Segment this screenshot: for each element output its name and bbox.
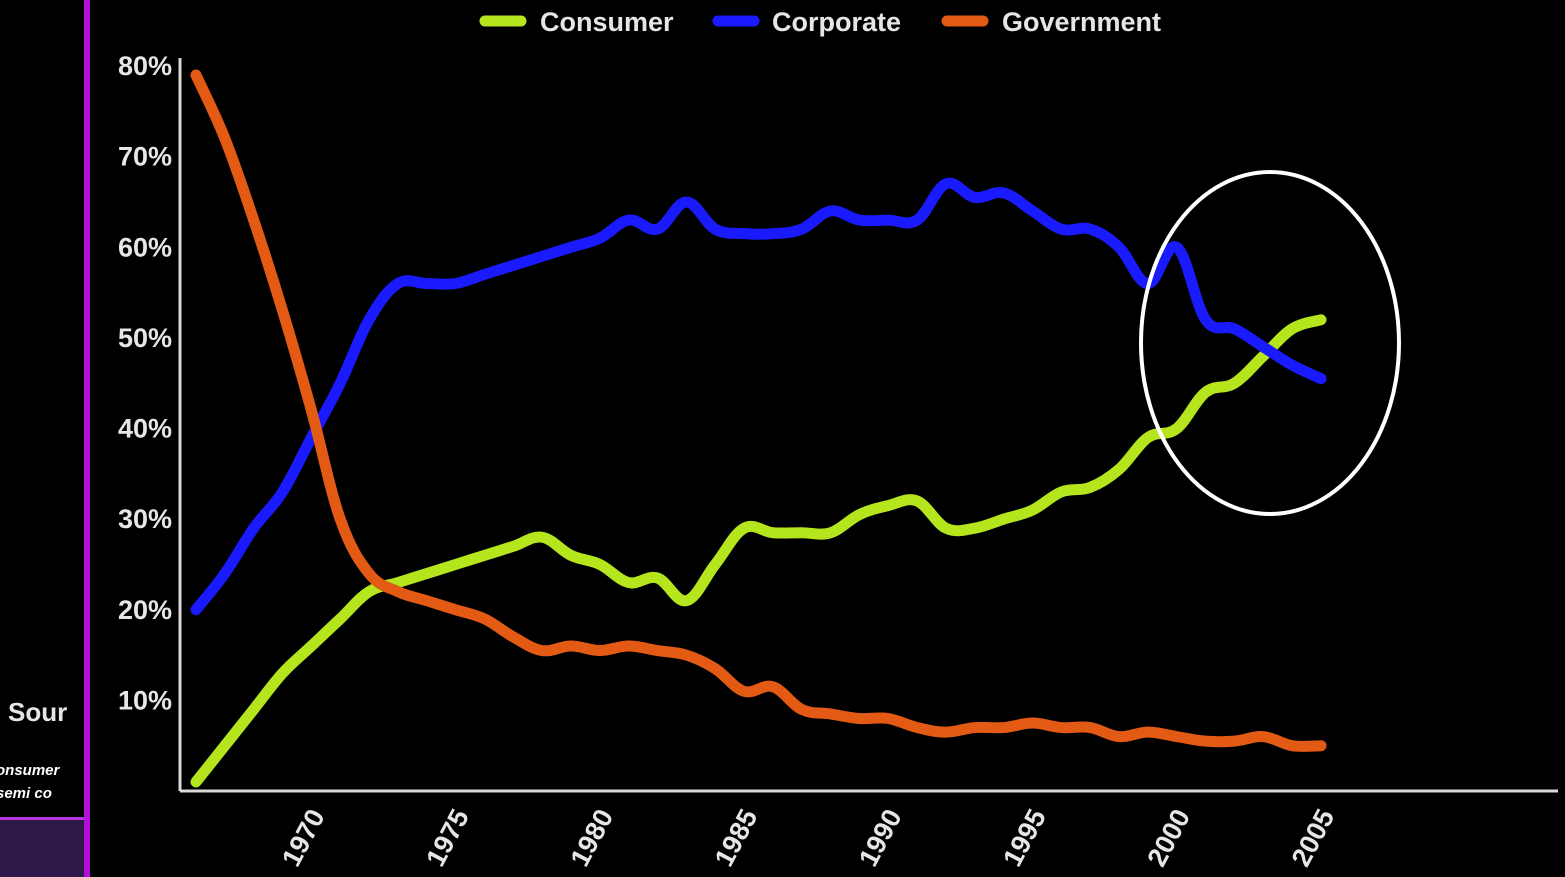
note-line-2: semi co (0, 785, 52, 802)
note-line-1: onsumer (0, 762, 60, 779)
y-tick-label: 50% (118, 323, 172, 353)
x-tick-label: 1995 (997, 804, 1052, 871)
y-tick-label: 30% (118, 504, 172, 534)
y-tick-label: 20% (118, 595, 172, 625)
x-tick-label: 1985 (709, 804, 764, 871)
series-line-consumer (190, 314, 1327, 788)
legend-label-corporate: Corporate (772, 7, 901, 37)
y-tick-label: 10% (118, 685, 172, 715)
x-tick-label: 1970 (276, 804, 331, 871)
series-line-government (190, 69, 1327, 752)
slide-footer-block (0, 817, 84, 877)
legend-label-government: Government (1002, 7, 1161, 37)
left-panel: Sour onsumer semi co (0, 0, 84, 877)
y-tick-label: 80% (118, 51, 172, 81)
series-line-corporate (190, 177, 1327, 616)
x-tick-label: 1975 (420, 804, 475, 871)
y-tick-label: 40% (118, 414, 172, 444)
legend-label-consumer: Consumer (540, 7, 674, 37)
x-tick-label: 1990 (853, 804, 908, 871)
y-tick-label: 60% (118, 232, 172, 262)
source-label: Sour (8, 697, 68, 727)
y-tick-label: 70% (118, 142, 172, 172)
annotation-ellipse (1139, 170, 1401, 516)
x-tick-label: 1980 (565, 804, 620, 871)
x-tick-label: 2005 (1286, 804, 1341, 871)
x-tick-label: 2000 (1141, 804, 1196, 871)
slide-divider (84, 0, 90, 877)
